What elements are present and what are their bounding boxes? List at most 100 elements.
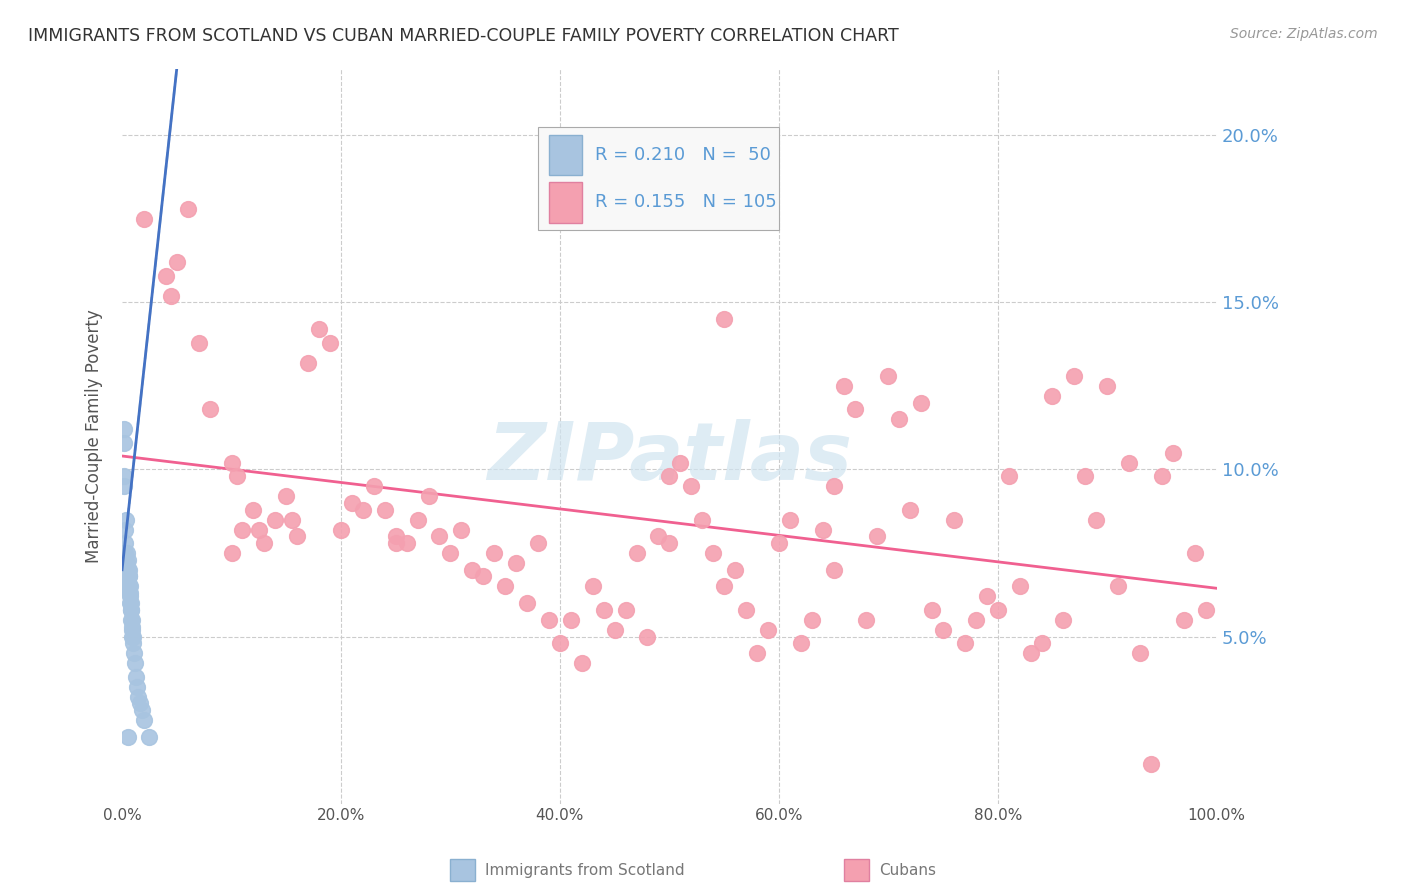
- Point: [127, 680, 149, 694]
- Point: [855, 613, 877, 627]
- Point: [221, 546, 243, 560]
- Point: [1019, 646, 1042, 660]
- Point: [1150, 469, 1173, 483]
- Point: [117, 579, 139, 593]
- Point: [626, 546, 648, 560]
- Text: R = 0.155   N = 105: R = 0.155 N = 105: [595, 194, 776, 211]
- Point: [866, 529, 889, 543]
- Point: [702, 546, 724, 560]
- Point: [340, 496, 363, 510]
- Point: [264, 513, 287, 527]
- Point: [1140, 756, 1163, 771]
- Point: [724, 563, 747, 577]
- Point: [166, 255, 188, 269]
- Point: [1052, 613, 1074, 627]
- Y-axis label: Married-Couple Family Poverty: Married-Couple Family Poverty: [86, 310, 103, 563]
- Point: [560, 613, 582, 627]
- Point: [1184, 546, 1206, 560]
- Point: [117, 563, 139, 577]
- Point: [231, 523, 253, 537]
- Point: [713, 312, 735, 326]
- Point: [124, 657, 146, 671]
- Point: [647, 529, 669, 543]
- Point: [384, 536, 406, 550]
- Point: [177, 202, 200, 216]
- Point: [117, 730, 139, 744]
- Text: IMMIGRANTS FROM SCOTLAND VS CUBAN MARRIED-COUPLE FAMILY POVERTY CORRELATION CHAR: IMMIGRANTS FROM SCOTLAND VS CUBAN MARRIE…: [28, 27, 898, 45]
- Point: [122, 646, 145, 660]
- Point: [582, 579, 605, 593]
- Point: [800, 613, 823, 627]
- Point: [844, 402, 866, 417]
- Point: [120, 603, 142, 617]
- Point: [117, 563, 139, 577]
- Point: [319, 335, 342, 350]
- FancyBboxPatch shape: [548, 135, 582, 175]
- Point: [120, 603, 142, 617]
- Point: [658, 536, 681, 550]
- Point: [745, 646, 768, 660]
- Point: [1074, 469, 1097, 483]
- Point: [242, 502, 264, 516]
- Point: [132, 713, 155, 727]
- Point: [117, 569, 139, 583]
- FancyBboxPatch shape: [538, 128, 779, 230]
- Point: [898, 502, 921, 516]
- Point: [138, 730, 160, 744]
- Point: [987, 603, 1010, 617]
- Point: [115, 563, 138, 577]
- Point: [406, 513, 429, 527]
- Point: [789, 636, 811, 650]
- Point: [548, 636, 571, 650]
- Point: [1085, 513, 1108, 527]
- Text: R = 0.210   N =  50: R = 0.210 N = 50: [595, 145, 770, 163]
- Point: [756, 623, 779, 637]
- Point: [297, 355, 319, 369]
- Point: [1042, 389, 1064, 403]
- Point: [115, 556, 138, 570]
- Text: Immigrants from Scotland: Immigrants from Scotland: [485, 863, 685, 878]
- Point: [121, 613, 143, 627]
- Point: [118, 579, 141, 593]
- Point: [921, 603, 943, 617]
- Point: [614, 603, 637, 617]
- Point: [429, 529, 451, 543]
- Point: [889, 412, 911, 426]
- Point: [198, 402, 221, 417]
- Point: [253, 536, 276, 550]
- Point: [114, 546, 136, 560]
- Point: [965, 613, 987, 627]
- Point: [114, 523, 136, 537]
- Point: [1095, 379, 1118, 393]
- Point: [395, 536, 418, 550]
- Point: [823, 563, 845, 577]
- Point: [823, 479, 845, 493]
- Point: [690, 513, 713, 527]
- Point: [127, 690, 149, 704]
- Point: [121, 623, 143, 637]
- Point: [932, 623, 955, 637]
- Point: [114, 536, 136, 550]
- Point: [115, 556, 138, 570]
- Point: [537, 613, 560, 627]
- Point: [115, 513, 138, 527]
- Point: [768, 536, 790, 550]
- Point: [636, 630, 658, 644]
- Point: [363, 479, 385, 493]
- Point: [187, 335, 209, 350]
- Point: [118, 569, 141, 583]
- Text: ZIPatlas: ZIPatlas: [486, 419, 852, 497]
- Point: [713, 579, 735, 593]
- Point: [418, 489, 440, 503]
- Point: [910, 395, 932, 409]
- Point: [592, 603, 614, 617]
- Point: [516, 596, 538, 610]
- Point: [735, 603, 758, 617]
- Point: [120, 596, 142, 610]
- Point: [117, 569, 139, 583]
- Point: [1063, 368, 1085, 383]
- Point: [834, 379, 856, 393]
- Point: [811, 523, 834, 537]
- Point: [112, 422, 135, 436]
- Point: [461, 563, 484, 577]
